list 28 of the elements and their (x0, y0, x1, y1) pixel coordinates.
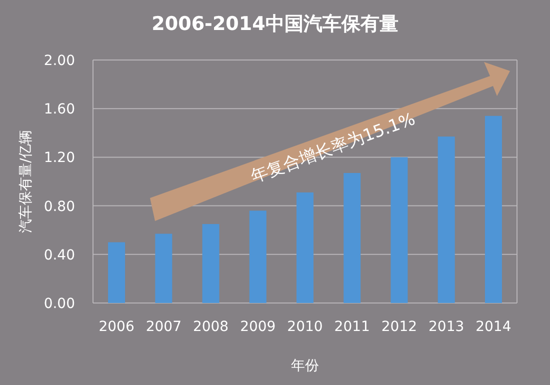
bar (202, 224, 220, 303)
x-tick-label: 2008 (192, 319, 229, 335)
y-tick-label: 1.20 (44, 150, 75, 166)
x-tick-label: 2012 (381, 319, 418, 335)
y-axis-title: 汽车保有量/亿辆 (18, 130, 34, 233)
bar (344, 172, 361, 303)
bar (249, 210, 266, 303)
y-tick-label: 2.00 (44, 53, 75, 69)
y-tick-label: 0.40 (44, 247, 75, 264)
x-tick-label: 2014 (476, 319, 512, 335)
y-tick-label: 0.00 (44, 296, 75, 312)
chart-title: 2006-2014中国汽车保有量 (152, 13, 398, 35)
x-tick-label: 2013 (428, 319, 464, 335)
x-tick-label: 2010 (287, 319, 323, 335)
annotation: 年复合增长率为15.1% (248, 109, 418, 188)
y-tick-label: 1.60 (44, 102, 75, 118)
bar (438, 136, 455, 303)
x-tick-label: 2007 (146, 319, 182, 335)
bar (296, 192, 314, 303)
x-tick-label: 2011 (334, 319, 370, 335)
bar (484, 116, 502, 303)
y-tick-label: 0.80 (44, 198, 75, 215)
x-axis-title: 年份 (291, 358, 319, 374)
x-tick-label: 2006 (98, 319, 134, 335)
bar (108, 242, 126, 303)
bar (390, 157, 408, 303)
bar (155, 234, 172, 303)
x-tick-label: 2009 (240, 319, 276, 335)
